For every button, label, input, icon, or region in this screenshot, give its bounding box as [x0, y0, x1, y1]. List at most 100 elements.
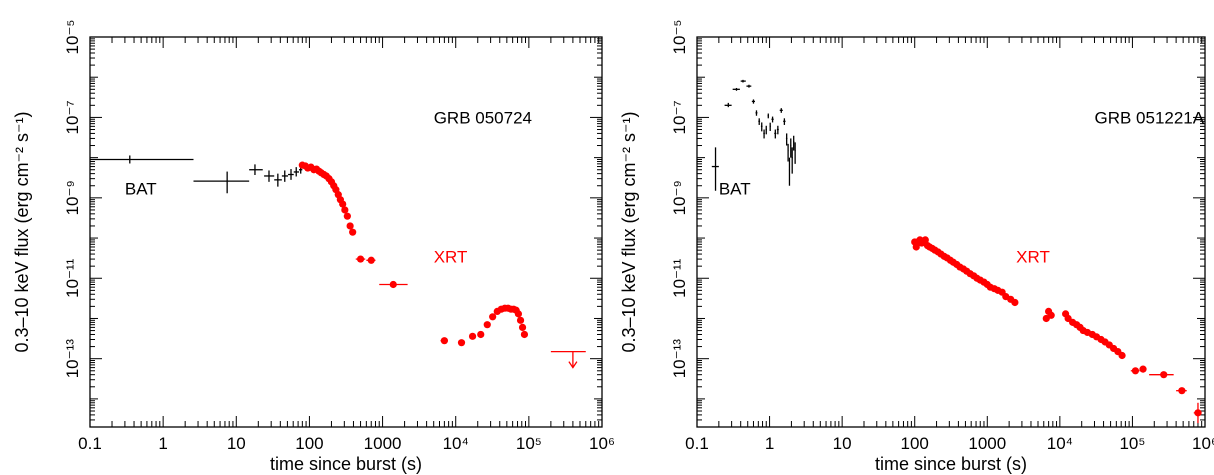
- panel-1: 0.1 1 10 100 1000 10⁴ 10⁵ 10⁶ 10⁻⁵ 10⁻⁷ 10⁻⁹ 10⁻¹¹ 1…: [12, 20, 615, 474]
- data-point: [366, 256, 376, 264]
- x-tick-label: 0.1: [78, 434, 102, 453]
- x-tick-label: 1: [158, 434, 167, 453]
- data-point: [288, 169, 294, 180]
- data-marker: [516, 316, 525, 324]
- data-point: [776, 125, 779, 135]
- data-point: [755, 110, 758, 116]
- data-marker: [514, 310, 523, 318]
- panel-2: 0.1 1 10 100 1000 10⁴ 10⁵ 10⁶ 10⁻⁵ 10⁻⁷ 10⁻⁹ 10⁻¹¹ 1…: [619, 20, 1214, 474]
- plot-frame: [696, 36, 1206, 428]
- data-point: [790, 138, 792, 158]
- y-axis-label: 0.3–10 keV flux (erg cm⁻² s⁻¹): [12, 111, 32, 352]
- data-point: [1149, 371, 1174, 379]
- data-marker: [339, 200, 347, 208]
- data-marker: [341, 206, 349, 214]
- data-marker: [468, 332, 477, 340]
- x-tick-label: 10⁴: [1047, 434, 1073, 453]
- data-point: [90, 155, 194, 164]
- x-tick-label: 10: [227, 434, 246, 453]
- data-point: [516, 316, 525, 324]
- data-point: [774, 129, 777, 139]
- data-marker: [1118, 351, 1126, 360]
- data-point: [760, 122, 763, 132]
- data-point: [788, 157, 791, 186]
- data-marker: [1131, 367, 1140, 375]
- x-tick-label: 100: [901, 434, 929, 453]
- data-point: [457, 339, 466, 347]
- data-point: [193, 171, 250, 194]
- y-tick-label: 10⁻¹¹: [670, 258, 689, 298]
- data-point: [355, 255, 366, 263]
- x-tick-label: 10⁵: [1119, 434, 1145, 453]
- data-point: [732, 87, 740, 91]
- data-marker: [343, 212, 351, 220]
- data-point: [518, 323, 527, 331]
- data-point: [769, 122, 771, 131]
- data-point: [489, 313, 497, 321]
- y-tick-label: 10⁻⁹: [63, 180, 82, 215]
- x-tick-label: 10⁴: [443, 434, 469, 453]
- data-point: [477, 330, 485, 339]
- data-point: [346, 222, 354, 230]
- y-tick-label: 10⁻⁵: [670, 20, 689, 55]
- data-point: [339, 200, 347, 208]
- data-marker: [367, 256, 375, 264]
- data-marker: [389, 280, 397, 289]
- y-tick-label: 10⁻⁷: [670, 100, 689, 134]
- data-point: [249, 164, 263, 175]
- data-point: [779, 108, 783, 113]
- data-point: [791, 147, 793, 174]
- data-marker: [1047, 311, 1055, 319]
- data-point: [483, 321, 491, 329]
- data-marker: [1178, 387, 1186, 395]
- x-tick-label: 1: [765, 434, 774, 453]
- data-point: [785, 133, 788, 146]
- upper-limit-arrowhead: [568, 361, 578, 369]
- data-point: [379, 280, 408, 289]
- data-point: [1011, 298, 1019, 307]
- data-marker: [1194, 409, 1202, 417]
- data-point: [1118, 351, 1126, 360]
- data-marker: [346, 222, 354, 230]
- x-tick-label: 1000: [968, 434, 1006, 453]
- data-point: [468, 332, 477, 340]
- data-point: [724, 102, 732, 108]
- data-marker: [440, 337, 448, 345]
- data-marker: [520, 330, 529, 339]
- data-point: [349, 228, 357, 236]
- y-tick-label: 10⁻⁵: [63, 20, 82, 55]
- data-point: [794, 142, 796, 164]
- data-point: [787, 143, 789, 162]
- data-point: [751, 99, 756, 104]
- x-tick-label: 10⁶: [589, 434, 615, 453]
- data-marker: [477, 330, 485, 339]
- x-tick-label: 10: [833, 434, 852, 453]
- data-marker: [489, 313, 497, 321]
- data-marker: [483, 321, 491, 329]
- data-point: [783, 118, 786, 125]
- data-point: [758, 118, 761, 125]
- plot-frame: [89, 36, 603, 428]
- data-point: [771, 116, 774, 123]
- data-marker: [1011, 298, 1019, 307]
- y-tick-label: 10⁻¹³: [670, 339, 689, 379]
- data-marker: [356, 255, 365, 263]
- y-tick-label: 10⁻⁹: [670, 180, 689, 215]
- data-point: [711, 147, 719, 191]
- y-axis-label: 0.3–10 keV flux (erg cm⁻² s⁻¹): [619, 111, 639, 352]
- data-point: [767, 113, 769, 119]
- annotation-label: XRT: [434, 247, 468, 266]
- data-marker: [921, 236, 929, 244]
- data-point: [281, 170, 289, 182]
- x-tick-label: 10⁶: [1192, 434, 1214, 453]
- data-point: [264, 170, 275, 182]
- data-point: [921, 236, 929, 244]
- data-point: [1176, 387, 1187, 395]
- y-tick-label: 10⁻¹¹: [63, 258, 82, 298]
- data-marker: [518, 323, 527, 331]
- data-point: [1139, 365, 1147, 373]
- x-tick-label: 100: [295, 434, 323, 453]
- data-point: [1047, 311, 1055, 319]
- x-axis-label: time since burst (s): [875, 454, 1027, 474]
